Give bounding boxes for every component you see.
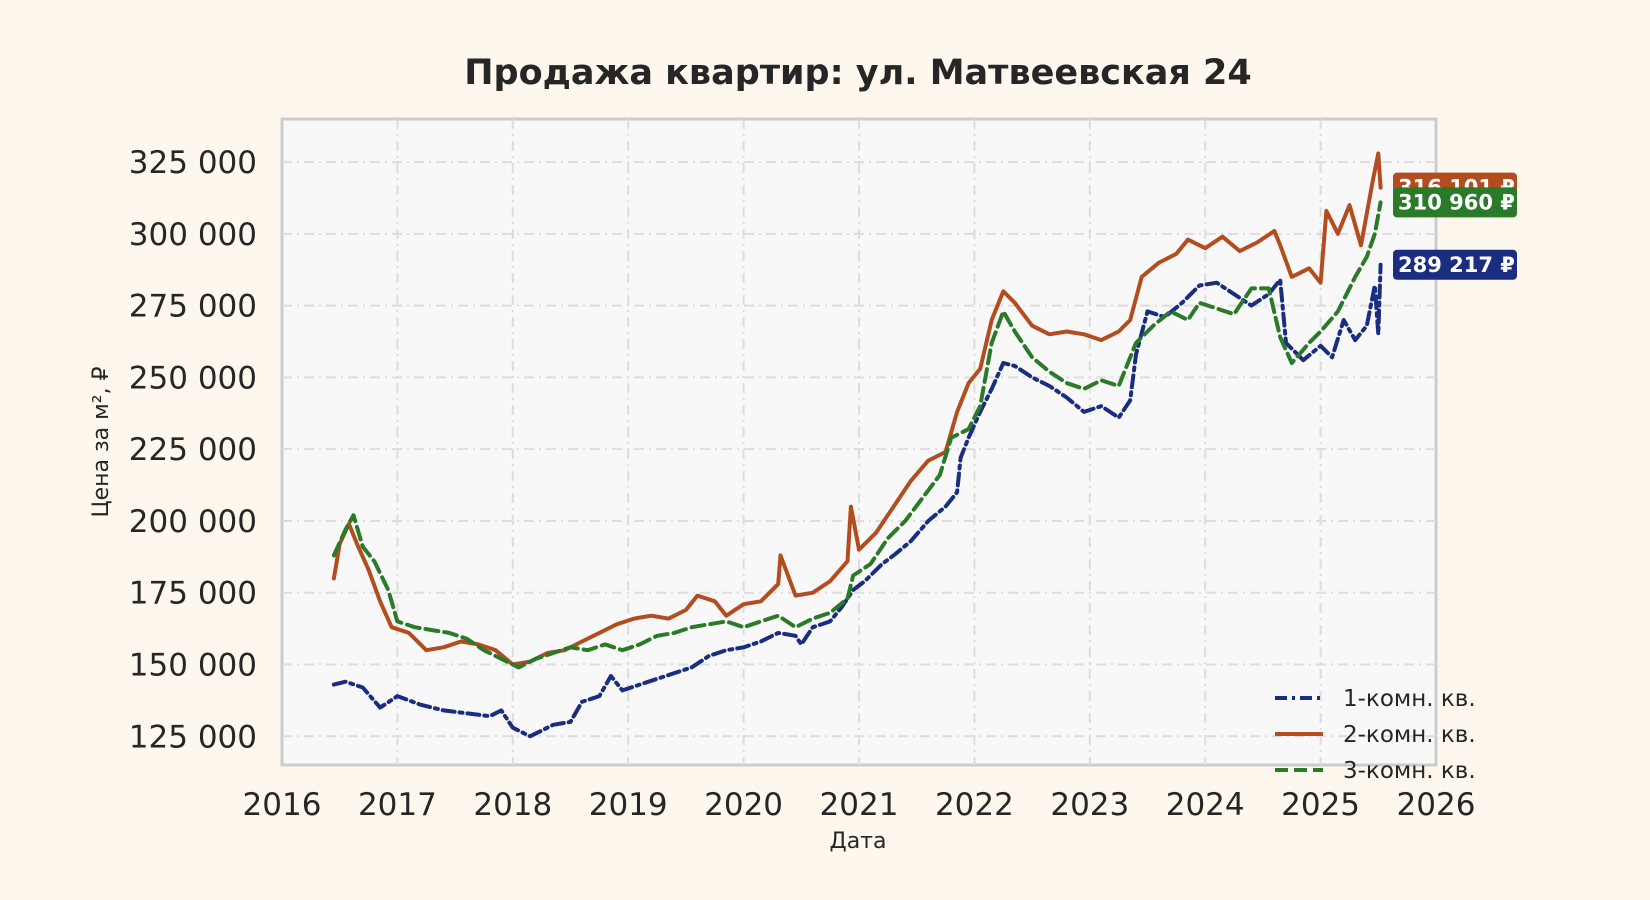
x-tick-label: 2024 bbox=[1166, 787, 1245, 823]
series-layer bbox=[331, 151, 1383, 739]
x-tick-label: 2016 bbox=[243, 787, 322, 823]
end-labels: 316 101 ₽310 960 ₽289 217 ₽ bbox=[1393, 172, 1517, 280]
end-label-text: 310 960 ₽ bbox=[1398, 190, 1515, 214]
legend-label-1: 1-комн. кв. bbox=[1343, 686, 1476, 712]
series-line-1 bbox=[331, 262, 1383, 739]
y-tick-label: 275 000 bbox=[129, 289, 257, 325]
x-tick-label: 2019 bbox=[589, 787, 668, 823]
y-tick-label: 225 000 bbox=[129, 432, 257, 468]
y-tick-label: 325 000 bbox=[129, 145, 257, 181]
x-tick-label: 2022 bbox=[935, 787, 1014, 823]
chart-title: Продажа квартир: ул. Матвеевская 24 bbox=[464, 53, 1251, 93]
y-tick-label: 125 000 bbox=[129, 719, 257, 755]
legend-label-3: 3-комн. кв. bbox=[1343, 758, 1476, 784]
x-tick-label: 2021 bbox=[820, 787, 899, 823]
series-line-3 bbox=[331, 200, 1383, 670]
x-tick-label: 2023 bbox=[1050, 787, 1129, 823]
x-tick-label: 2026 bbox=[1397, 787, 1476, 823]
x-tick-label: 2018 bbox=[473, 787, 552, 823]
legend-label-2: 2-комн. кв. bbox=[1343, 722, 1476, 748]
x-axis-label: Дата bbox=[830, 829, 887, 854]
y-tick-label: 250 000 bbox=[129, 360, 257, 396]
y-tick-label: 300 000 bbox=[129, 217, 257, 253]
y-tick-label: 200 000 bbox=[129, 504, 257, 540]
y-tick-label: 150 000 bbox=[129, 648, 257, 684]
x-tick-labels: 2016 2017 2018 2019 2020 2021 2022 2023 2024 2025… bbox=[243, 787, 1476, 823]
legend: 1-комн. кв. 2-комн. кв. 3-комн. кв. bbox=[1275, 686, 1476, 784]
series-line-2 bbox=[331, 151, 1383, 667]
grid bbox=[282, 119, 1436, 765]
x-tick-label: 2025 bbox=[1281, 787, 1360, 823]
end-label-1: 289 217 ₽ bbox=[1393, 249, 1517, 280]
y-tick-labels: 125 000 150 000 175 000 200 000 225 000 250 0… bbox=[129, 145, 257, 755]
x-tick-label: 2020 bbox=[704, 787, 783, 823]
y-tick-label: 175 000 bbox=[129, 576, 257, 612]
end-label-box bbox=[1393, 249, 1517, 280]
end-label-3: 310 960 ₽ bbox=[1393, 187, 1517, 218]
x-tick-label: 2017 bbox=[358, 787, 437, 823]
end-label-text: 289 217 ₽ bbox=[1398, 253, 1515, 277]
end-label-box bbox=[1393, 187, 1517, 218]
y-axis-label: Цена за м², ₽ bbox=[89, 366, 114, 517]
